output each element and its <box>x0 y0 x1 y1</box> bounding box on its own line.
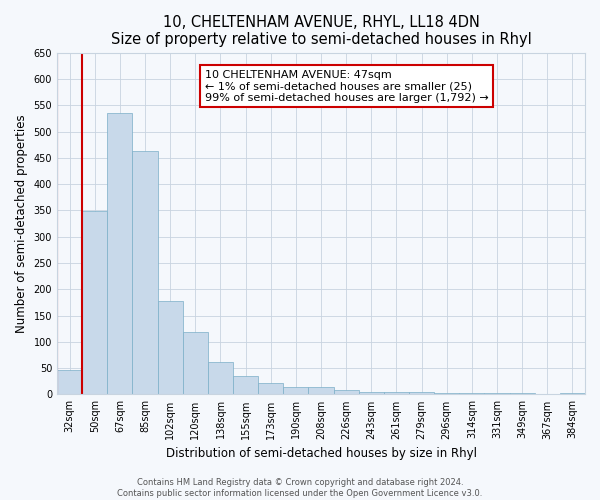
Bar <box>208 362 233 394</box>
Bar <box>434 393 459 394</box>
Bar <box>409 392 434 394</box>
Bar <box>283 386 308 394</box>
Y-axis label: Number of semi-detached properties: Number of semi-detached properties <box>15 114 28 333</box>
Bar <box>359 392 384 394</box>
Text: Contains HM Land Registry data © Crown copyright and database right 2024.
Contai: Contains HM Land Registry data © Crown c… <box>118 478 482 498</box>
Bar <box>308 386 334 394</box>
X-axis label: Distribution of semi-detached houses by size in Rhyl: Distribution of semi-detached houses by … <box>166 447 476 460</box>
Bar <box>82 212 107 394</box>
Title: 10, CHELTENHAM AVENUE, RHYL, LL18 4DN
Size of property relative to semi-detached: 10, CHELTENHAM AVENUE, RHYL, LL18 4DN Si… <box>110 15 532 48</box>
Bar <box>560 393 585 394</box>
Bar <box>133 150 158 394</box>
Text: 10 CHELTENHAM AVENUE: 47sqm
← 1% of semi-detached houses are smaller (25)
99% of: 10 CHELTENHAM AVENUE: 47sqm ← 1% of semi… <box>205 70 488 103</box>
Bar <box>233 376 258 394</box>
Bar <box>57 370 82 394</box>
Bar <box>158 301 183 394</box>
Bar <box>258 383 283 394</box>
Bar <box>107 113 133 394</box>
Bar <box>183 332 208 394</box>
Bar <box>334 390 359 394</box>
Bar <box>384 392 409 394</box>
